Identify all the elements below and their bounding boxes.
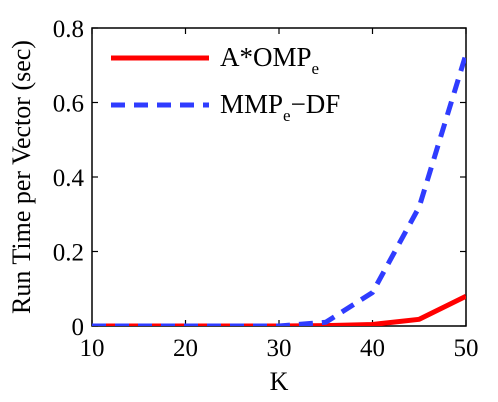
x-tick-label: 10 xyxy=(80,335,105,362)
y-axis-label: Run Time per Vector (sec) xyxy=(7,40,36,314)
legend-label-a-omp: A*OMPe xyxy=(220,42,319,78)
x-tick-label: 30 xyxy=(267,335,292,362)
y-tick-label: 0.6 xyxy=(53,91,84,118)
y-tick-label: 0.8 xyxy=(53,16,84,43)
legend: A*OMPe MMPe−DF xyxy=(111,42,340,125)
series-line-0 xyxy=(92,293,466,326)
series-line-1 xyxy=(92,53,466,326)
x-tick-label: 40 xyxy=(360,335,385,362)
series-layer xyxy=(92,53,466,326)
y-tick-label: 0 xyxy=(72,314,85,341)
y-tick-label: 0.4 xyxy=(53,165,85,192)
x-axis-label: K xyxy=(270,367,289,396)
x-tick-label: 50 xyxy=(454,335,479,362)
x-tick-label: 20 xyxy=(173,335,198,362)
y-tick-label: 0.2 xyxy=(53,240,84,267)
axis-ticks: 10 20 30 40 50 0 0.2 0.4 0.6 0.8 xyxy=(53,16,479,362)
plot-area xyxy=(91,27,467,327)
legend-label-mmp-df: MMPe−DF xyxy=(220,89,340,125)
